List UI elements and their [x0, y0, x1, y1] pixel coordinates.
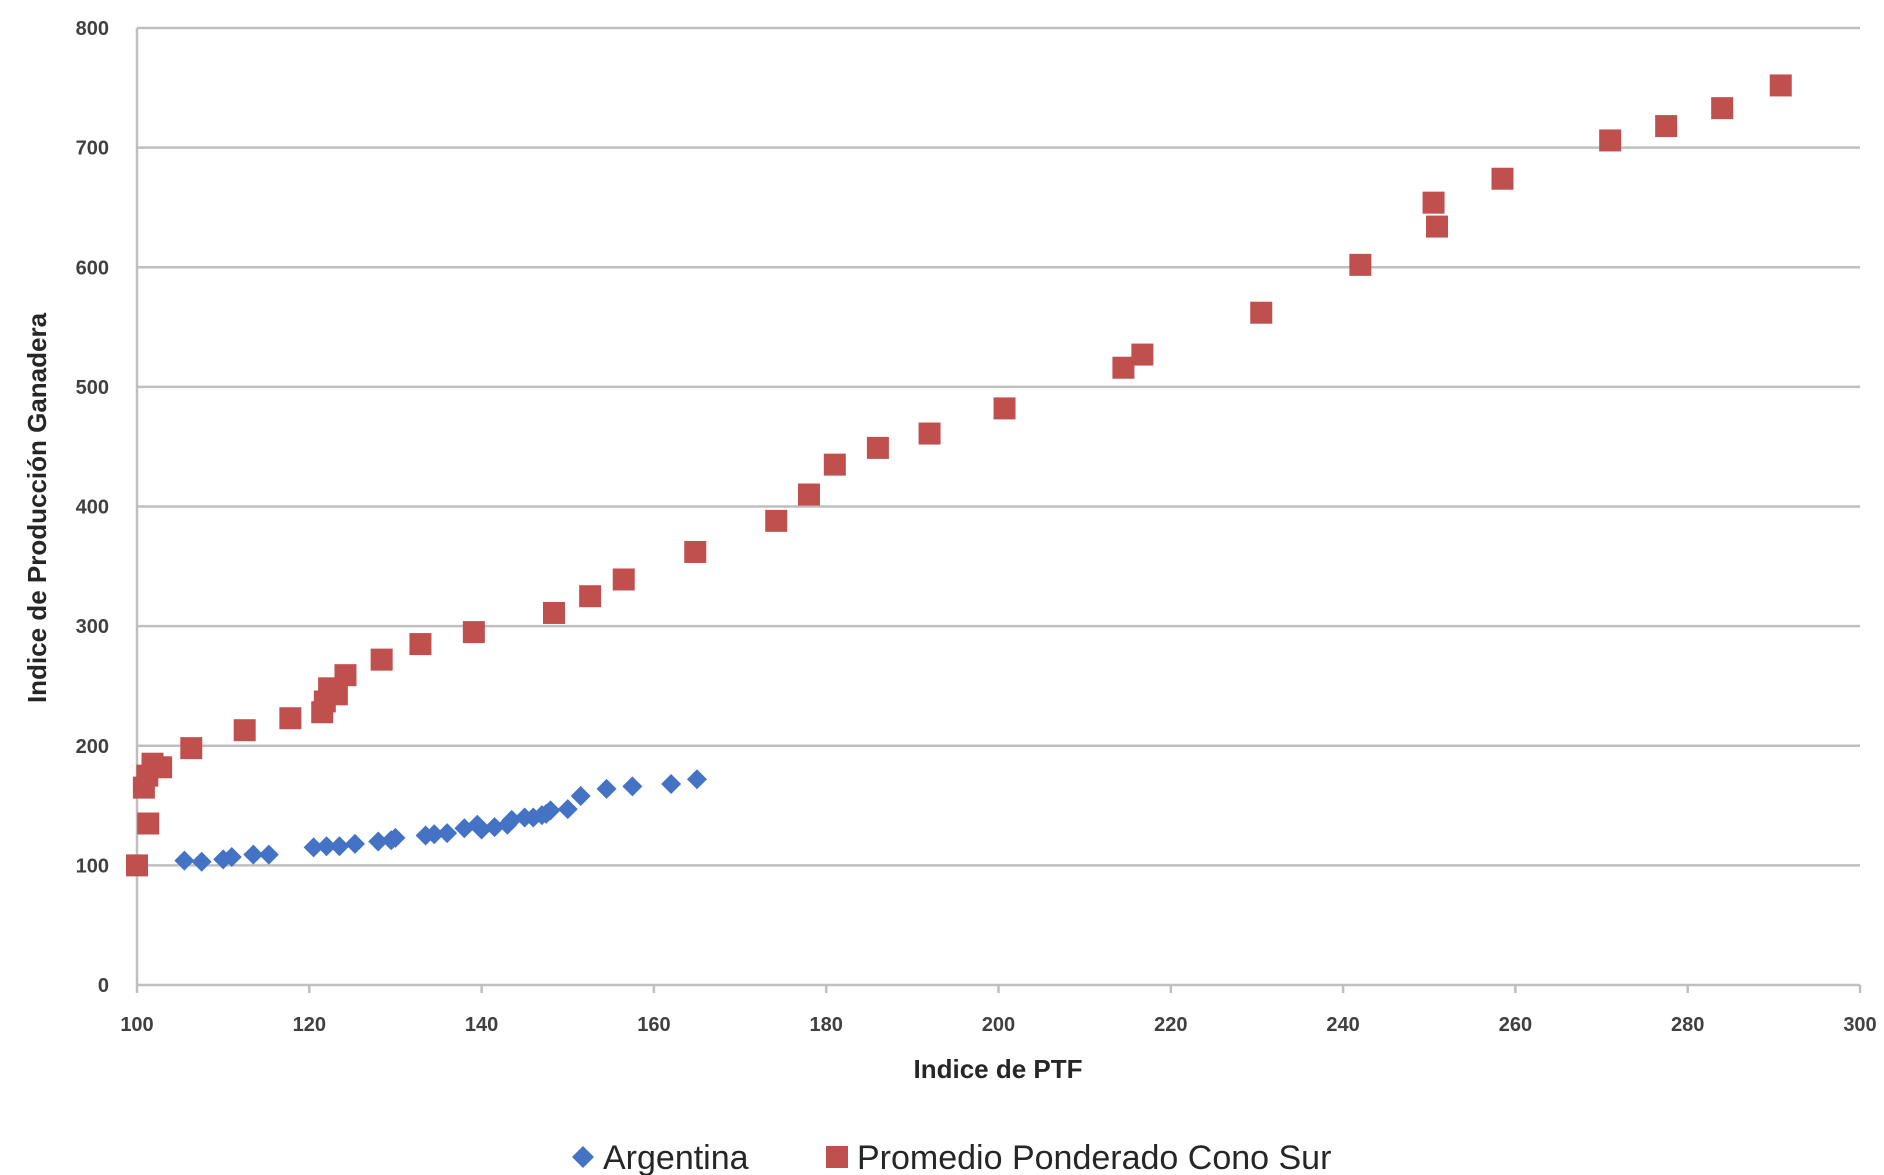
- axes: [135, 28, 1862, 993]
- data-point-square: [765, 509, 788, 532]
- data-point-square: [684, 540, 707, 563]
- data-point-square: [462, 621, 485, 644]
- data-point-diamond: [303, 837, 324, 858]
- x-tick-label: 260: [1499, 1014, 1532, 1036]
- data-point-square: [279, 707, 302, 730]
- data-point-square: [1426, 215, 1449, 238]
- data-point-diamond: [174, 850, 195, 871]
- data-point-square: [1769, 74, 1792, 97]
- data-series: [126, 74, 1792, 877]
- data-point-square: [579, 585, 602, 608]
- data-point-square: [370, 648, 393, 671]
- x-tick-labels: 100 120 140 160 180 200 220 240 260 280 300: [120, 1014, 1876, 1036]
- data-point-square: [1349, 253, 1372, 276]
- data-point-diamond: [368, 831, 389, 852]
- legend: Argentina Promedio Ponderado Cono Sur: [572, 1139, 1331, 1175]
- data-point-diamond: [471, 819, 492, 840]
- data-point-diamond: [243, 844, 264, 865]
- data-point-square: [1599, 129, 1622, 152]
- data-point-square: [612, 568, 635, 591]
- y-tick-label: 300: [76, 616, 109, 638]
- y-tick-label: 800: [76, 18, 109, 40]
- data-point-diamond: [661, 774, 682, 795]
- data-point-diamond: [424, 824, 445, 845]
- data-point-diamond: [329, 836, 350, 857]
- data-point-square: [866, 436, 889, 459]
- data-point-square: [325, 683, 348, 706]
- legend-item-argentina: Argentina: [572, 1139, 749, 1175]
- data-point-diamond: [221, 847, 242, 868]
- legend-item-cono-sur: Promedio Ponderado Cono Sur: [826, 1139, 1331, 1175]
- x-tick-label: 280: [1671, 1014, 1704, 1036]
- data-point-square: [1655, 115, 1678, 138]
- y-tick-label: 0: [98, 975, 109, 997]
- legend-label-argentina: Argentina: [603, 1139, 749, 1175]
- data-point-diamond: [596, 778, 617, 799]
- x-tick-label: 180: [810, 1014, 843, 1036]
- data-point-diamond: [437, 823, 458, 844]
- data-point-diamond: [484, 817, 505, 838]
- data-point-square: [1250, 301, 1273, 324]
- data-point-diamond: [501, 809, 522, 830]
- y-tick-label: 600: [76, 257, 109, 279]
- data-point-square: [1491, 167, 1514, 190]
- y-axis-title: Indice de Producción Ganadera: [22, 312, 52, 703]
- data-point-diamond: [570, 785, 591, 806]
- y-tick-label: 100: [76, 855, 109, 877]
- data-point-diamond: [258, 844, 279, 865]
- data-point-square: [993, 397, 1016, 420]
- data-point-square: [334, 664, 357, 687]
- data-point-diamond: [316, 836, 337, 857]
- data-point-square: [126, 854, 148, 877]
- data-point-square: [233, 719, 256, 742]
- data-point-square: [1711, 97, 1734, 120]
- data-point-square: [180, 737, 203, 760]
- series-1: [126, 74, 1792, 877]
- y-tick-label: 200: [76, 736, 109, 758]
- data-point-diamond: [686, 769, 707, 790]
- data-point-square: [797, 483, 820, 506]
- x-axis-title: Indice de PTF: [913, 1054, 1082, 1084]
- y-tick-labels: 0 100 200 300 400 500 600 700 800: [76, 18, 109, 997]
- x-tick-label: 140: [465, 1014, 498, 1036]
- data-point-square: [1112, 356, 1135, 379]
- x-tick-label: 240: [1326, 1014, 1359, 1036]
- y-tick-label: 700: [76, 138, 109, 160]
- legend-diamond-icon: [572, 1146, 594, 1168]
- x-tick-label: 220: [1154, 1014, 1187, 1036]
- data-point-square: [409, 633, 432, 656]
- data-point-diamond: [557, 799, 578, 820]
- x-tick-label: 300: [1843, 1014, 1876, 1036]
- legend-square-icon: [826, 1146, 848, 1168]
- data-point-diamond: [344, 833, 365, 854]
- data-point-diamond: [191, 851, 212, 872]
- data-point-square: [542, 601, 565, 624]
- data-point-square: [137, 812, 160, 835]
- data-point-square: [823, 453, 846, 476]
- x-tick-label: 200: [982, 1014, 1015, 1036]
- data-point-square: [918, 422, 941, 445]
- data-point-diamond: [622, 776, 643, 797]
- legend-label-cono-sur: Promedio Ponderado Cono Sur: [857, 1139, 1331, 1175]
- y-tick-label: 500: [76, 377, 109, 399]
- data-point-diamond: [385, 827, 406, 848]
- y-tick-label: 400: [76, 497, 109, 519]
- x-tick-label: 120: [293, 1014, 326, 1036]
- data-point-square: [1422, 191, 1445, 214]
- gridlines: [137, 26, 1860, 867]
- x-tick-label: 100: [120, 1014, 153, 1036]
- data-point-square: [150, 756, 173, 779]
- data-point-square: [1131, 343, 1154, 366]
- series-0: [174, 769, 707, 872]
- data-point-diamond: [540, 800, 561, 821]
- x-tick-label: 160: [637, 1014, 670, 1036]
